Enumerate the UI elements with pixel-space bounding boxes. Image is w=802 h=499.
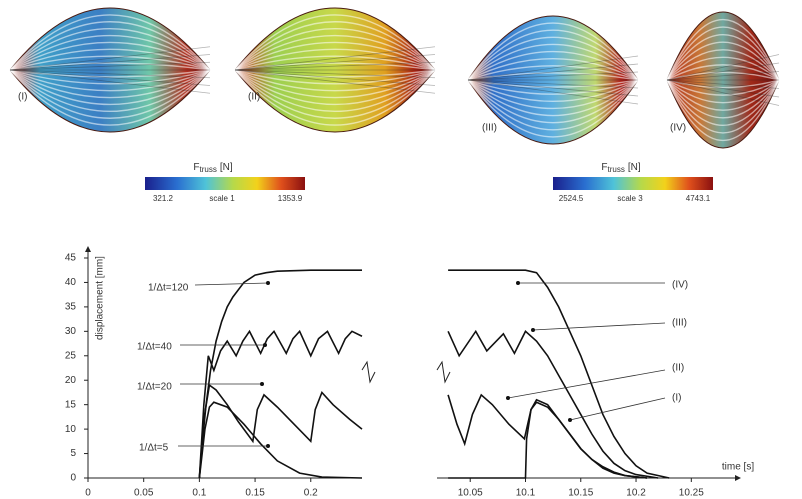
series-label: (III) [672,318,687,329]
series-label: 1/Δt=20 [137,382,172,393]
x-tick-label: 10.25 [679,488,704,499]
line-series [199,385,362,478]
colorbar-scale: scale 1 [209,194,235,203]
line-series [199,402,362,478]
y-arrow [85,246,91,252]
x-tick-label: 0.2 [304,488,318,499]
unit: [N] [628,162,641,173]
leader-line [508,370,665,398]
colorbar [145,177,305,190]
y-tick-label: 30 [65,326,77,337]
leader-dot [531,328,535,332]
leader-dot [506,396,510,400]
y-tick-label: 5 [70,448,76,459]
figure-label: (II) [248,92,260,103]
x-tick-label: 0.1 [192,488,206,499]
leader-line [570,398,665,420]
x-tick-label: 10.1 [516,488,536,499]
axis-break [362,362,375,382]
y-tick-label: 25 [65,350,77,361]
colorbar-title: Ftruss[N] [601,162,640,174]
colorbar-title: Ftruss[N] [193,162,232,174]
leader-line [195,283,268,285]
series-label: (II) [672,363,684,374]
x-tick-label: 10.2 [626,488,646,499]
colorbar-min: 321.2 [153,194,174,203]
charts: 0 5 10 15 20 25 30 35 40 45 0 0.05 0.1 0.15 0.2 displac… [65,246,754,499]
x-tick-label: 10.05 [458,488,483,499]
leader-dot [568,418,572,422]
leader-dot [266,281,270,285]
subscript: truss [607,165,624,174]
figure-label: (IV) [670,123,686,134]
colorbar-max: 1353.9 [278,194,303,203]
line-series [199,331,362,478]
colorbar-max: 4743.1 [686,194,711,203]
y-axis-label: displacement [mm] [95,256,106,340]
leader-dot [260,382,264,386]
x-axis-label: time [s] [722,462,754,473]
figure-label: (III) [482,123,497,134]
y-tick-label: 0 [70,473,76,484]
series-label: 1/Δt=5 [139,443,169,454]
x-tick-label: 10.15 [568,488,593,499]
series-label: 1/Δt=120 [148,283,189,294]
renderings: (I) (II) (III) (IV) [10,8,779,148]
colorbar-scale: scale 3 [617,194,643,203]
y-tick-label: 45 [65,253,77,264]
unit: [N] [220,162,233,173]
leader-dot [263,343,267,347]
leader-line [533,323,665,330]
y-tick-label: 35 [65,302,77,313]
x-tick-label: 0 [85,488,91,499]
colorbar-min: 2524.5 [559,194,584,203]
leader-dot [516,281,520,285]
colorbar [553,177,713,190]
series-label: (I) [672,393,681,404]
y-tick-label: 20 [65,375,77,386]
x-tick-label: 0.05 [134,488,154,499]
figure-label: (I) [18,92,27,103]
leader-dot [266,444,270,448]
figure: (I)(II)(III)(IV) Ftruss[N]321.2scale 113… [0,0,802,499]
line-series [199,270,362,478]
x-arrow [735,475,741,481]
axis-break [437,362,450,382]
x-tick-label: 0.15 [245,488,265,499]
y-tick-label: 15 [65,399,77,410]
y-tick-label: 10 [65,424,77,435]
y-tick-label: 40 [65,277,77,288]
series-label: (IV) [672,280,688,291]
subscript: truss [199,165,216,174]
series-label: 1/Δt=40 [137,342,172,353]
